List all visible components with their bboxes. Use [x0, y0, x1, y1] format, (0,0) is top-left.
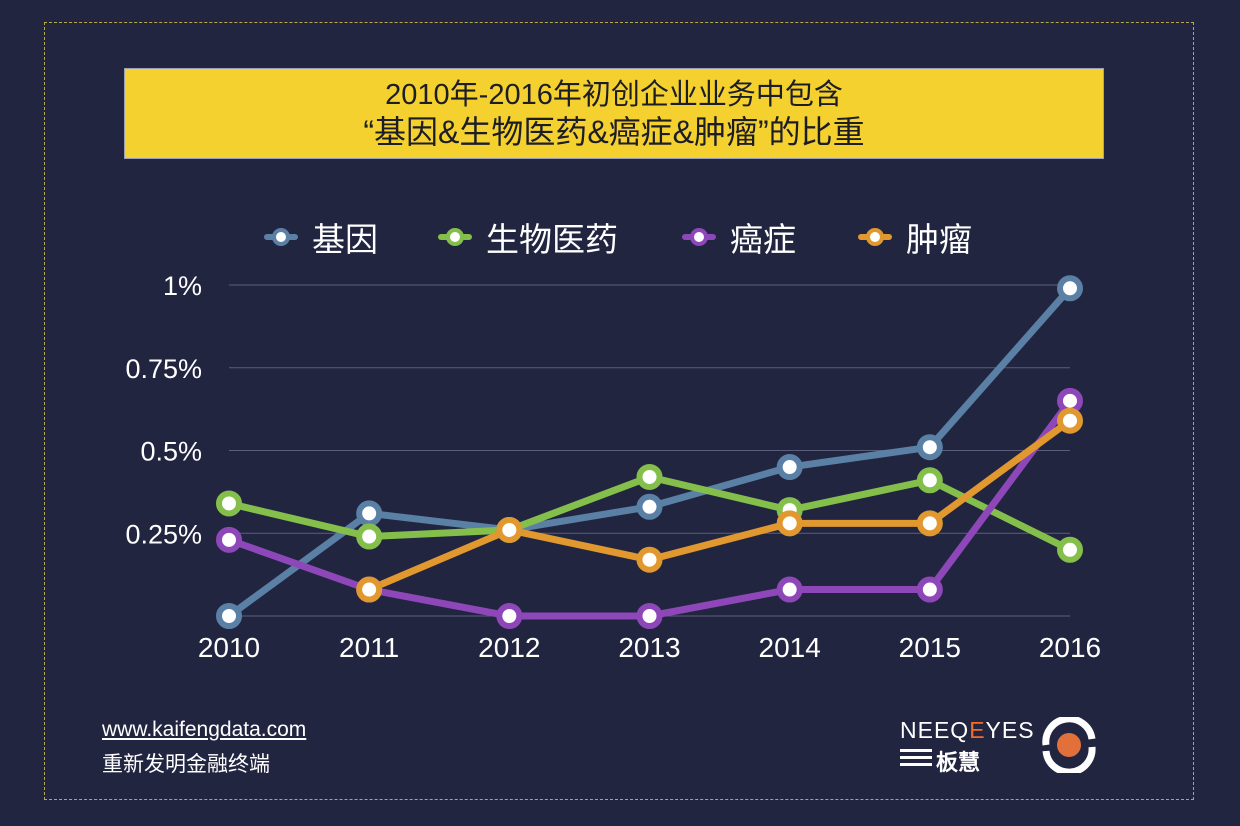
data-point [356, 523, 383, 550]
data-point [636, 463, 663, 490]
brand-lines-icon [900, 749, 932, 769]
data-point [916, 467, 943, 494]
x-tick-label: 2015 [899, 632, 961, 663]
x-tick-label: 2012 [478, 632, 540, 663]
y-tick-label: 0.5% [140, 437, 202, 467]
data-point [216, 490, 242, 517]
data-point [1057, 407, 1083, 434]
legend-label-tumor: 肿瘤 [906, 221, 972, 258]
legend-item-biomedicine: 生物医药 [438, 214, 618, 260]
data-point [496, 516, 523, 543]
brand-word-end: YES [985, 717, 1035, 743]
data-point [916, 434, 943, 461]
chart-title-line-1: 2010年-2016年初创企业业务中包含 [385, 79, 843, 111]
data-point [1057, 275, 1083, 302]
data-point [496, 603, 523, 629]
footer-tagline: 重新发明金融终端 [102, 753, 270, 776]
data-point [356, 500, 383, 527]
y-tick-label: 0.25% [125, 519, 202, 549]
legend-marker-biomedicine [438, 227, 472, 247]
legend-item-gene: 基因 [264, 214, 378, 260]
brand-word-start: NEEQ [900, 717, 970, 743]
legend-label-cancer: 癌症 [730, 221, 796, 258]
data-point [636, 603, 663, 629]
brand-eye-icon [1042, 717, 1096, 773]
chart-title-line-2: “基因&生物医药&癌症&肿瘤”的比重 [363, 114, 865, 150]
data-point [776, 454, 803, 481]
data-point [916, 510, 943, 537]
legend-label-gene: 基因 [312, 221, 378, 258]
dashed-frame [44, 22, 1194, 800]
data-point [636, 546, 663, 573]
legend-marker-tumor [858, 227, 892, 247]
x-tick-label: 2010 [198, 632, 260, 663]
x-tick-label: 2016 [1039, 632, 1101, 663]
legend-marker-cancer [682, 227, 716, 247]
legend: 基因 生物医药 癌症 肿瘤 [0, 214, 1240, 260]
legend-item-tumor: 肿瘤 [858, 214, 972, 260]
data-point [776, 510, 803, 537]
legend-dot [272, 228, 290, 246]
brand-wordmark: NEEQEYES [900, 717, 1035, 744]
legend-label-biomedicine: 生物医药 [486, 221, 618, 258]
data-point [636, 493, 663, 520]
legend-dot [866, 228, 884, 246]
x-tick-label: 2014 [759, 632, 821, 663]
x-tick-label: 2013 [618, 632, 680, 663]
data-point [356, 576, 383, 603]
x-tick-label: 2011 [339, 632, 399, 663]
brand-subtitle: 板慧 [936, 750, 981, 775]
brand-logo-block: NEEQEYES 板慧 [900, 717, 1100, 777]
chart-title-box: 2010年-2016年初创企业业务中包含 “基因&生物医药&癌症&肿瘤”的比重 [124, 68, 1104, 159]
legend-dot [690, 228, 708, 246]
data-point [1057, 536, 1083, 563]
data-point [916, 576, 943, 603]
legend-item-cancer: 癌症 [682, 214, 796, 260]
data-point [216, 526, 242, 553]
y-tick-label: 0.75% [125, 354, 202, 384]
legend-marker-gene [264, 227, 298, 247]
y-tick-label: 1% [163, 271, 202, 301]
footer-url-link[interactable]: www.kaifengdata.com [102, 718, 307, 741]
series-line [365, 417, 1074, 594]
data-point [216, 603, 242, 629]
legend-dot [446, 228, 464, 246]
data-point [776, 576, 803, 603]
brand-word-accent: E [969, 717, 986, 743]
